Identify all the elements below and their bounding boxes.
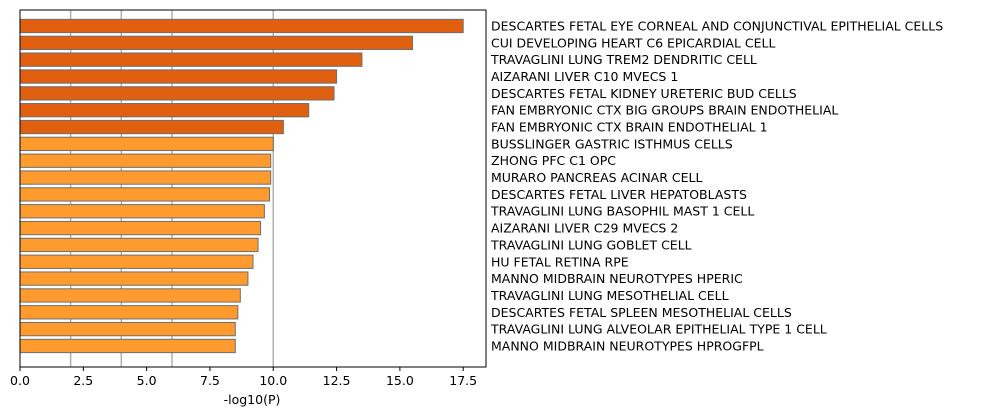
bar	[19, 204, 265, 219]
bar	[19, 86, 335, 101]
bar	[19, 103, 310, 118]
category-label: DESCARTES FETAL LIVER HEPATOBLASTS	[491, 187, 747, 202]
plot-frame	[19, 9, 487, 368]
category-label: MANNO MIDBRAIN NEUROTYPES HPERIC	[491, 271, 743, 286]
category-label: CUI DEVELOPING HEART C6 EPICARDIAL CELL	[491, 35, 775, 50]
x-tick-label: 7.5	[200, 373, 220, 388]
category-label: AIZARANI LIVER C29 MVECS 2	[491, 221, 678, 236]
bar	[19, 35, 414, 50]
category-label: HU FETAL RETINA RPE	[491, 254, 629, 269]
category-label: TRAVAGLINI LUNG GOBLET CELL	[490, 237, 692, 252]
x-ticks: 0.0 2.5 5.0 7.5 10.0 12.5 15.0 17.5	[10, 367, 477, 388]
bar	[19, 305, 239, 320]
bar	[19, 237, 259, 253]
bar	[19, 321, 236, 337]
bar	[19, 220, 262, 236]
bar	[19, 52, 363, 67]
category-label: BUSSLINGER GASTRIC ISTHMUS CELLS	[491, 136, 733, 151]
bar	[19, 119, 284, 135]
axes	[19, 9, 487, 368]
category-label: TRAVAGLINI LUNG MESOTHELIAL CELL	[490, 288, 729, 303]
bar	[19, 271, 249, 286]
bar	[19, 170, 272, 185]
category-label: TRAVAGLINI LUNG ALVEOLAR EPITHELIAL TYPE…	[490, 322, 827, 337]
category-labels: DESCARTES FETAL EYE CORNEAL AND CONJUNCT…	[490, 19, 943, 354]
x-tick-label: 0.0	[10, 373, 30, 388]
bar	[19, 136, 274, 152]
bar	[19, 18, 464, 34]
x-axis-label: -log10(P)	[224, 392, 281, 407]
x-tick-label: 12.5	[323, 373, 351, 388]
category-label: DESCARTES FETAL EYE CORNEAL AND CONJUNCT…	[491, 19, 943, 34]
bar	[19, 254, 254, 269]
category-label: FAN EMBRYONIC CTX BRAIN ENDOTHELIAL 1	[491, 120, 768, 135]
x-tick-label: 2.5	[73, 373, 93, 388]
x-tick-label: 10.0	[259, 373, 287, 388]
x-tick-label: 15.0	[386, 373, 414, 388]
bar	[19, 153, 272, 168]
category-label: MURARO PANCREAS ACINAR CELL	[491, 170, 702, 185]
x-tick-label: 17.5	[449, 373, 477, 388]
category-label: ZHONG PFC C1 OPC	[491, 153, 616, 168]
bar	[19, 69, 338, 84]
category-label: FAN EMBRYONIC CTX BIG GROUPS BRAIN ENDOT…	[491, 103, 838, 118]
category-label: AIZARANI LIVER C10 MVECS 1	[491, 69, 678, 84]
category-label: DESCARTES FETAL SPLEEN MESOTHELIAL CELLS	[491, 305, 792, 320]
bar	[19, 288, 241, 303]
bar	[19, 187, 270, 202]
category-label: TRAVAGLINI LUNG TREM2 DENDRITIC CELL	[490, 52, 757, 67]
category-label: MANNO MIDBRAIN NEUROTYPES HPROGFPL	[491, 338, 764, 353]
category-label: DESCARTES FETAL KIDNEY URETERIC BUD CELL…	[491, 86, 797, 101]
bars	[19, 18, 464, 354]
x-tick-label: 5.0	[137, 373, 157, 388]
bar	[19, 338, 236, 354]
category-label: TRAVAGLINI LUNG BASOPHIL MAST 1 CELL	[490, 204, 754, 219]
